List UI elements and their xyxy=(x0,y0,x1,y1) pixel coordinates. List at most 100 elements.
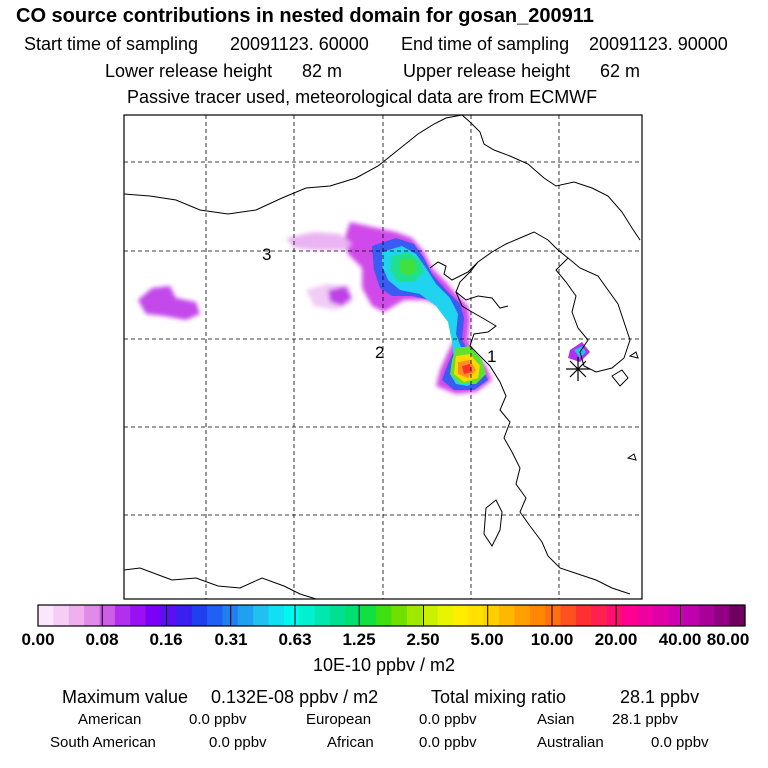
color-scale-cell xyxy=(191,605,208,626)
map-frame xyxy=(123,114,643,600)
color-scale-cell xyxy=(176,605,193,626)
color-scale-cell xyxy=(268,605,285,626)
scale-label: 0.31 xyxy=(214,630,248,649)
scale-units: 10E-10 ppbv / m2 xyxy=(312,655,456,675)
color-scale-cell xyxy=(360,605,377,626)
max-value: 0.132E-08 ppbv / m2 xyxy=(211,687,379,707)
color-scale-cell xyxy=(99,605,116,626)
color-scale-cell xyxy=(391,605,408,626)
region-name: African xyxy=(327,734,374,751)
color-scale-cell xyxy=(606,605,623,626)
region-name: American xyxy=(78,711,142,728)
grid-lines xyxy=(124,115,642,599)
point-label-3: 3 xyxy=(262,245,271,264)
color-scale-cell xyxy=(529,605,546,626)
color-scale-cell xyxy=(283,605,300,626)
color-scale-cell xyxy=(237,605,254,626)
point-label-1: 1 xyxy=(487,347,496,366)
max-value-label: Maximum value xyxy=(62,687,189,707)
color-scale-cell xyxy=(622,605,639,626)
color-scale-cell xyxy=(483,605,500,626)
color-scale-cell xyxy=(452,605,469,626)
lower-height-label: Lower release height xyxy=(105,61,273,81)
island-2 xyxy=(626,453,637,461)
region-name: Asian xyxy=(537,711,575,728)
color-scale-cell xyxy=(53,605,70,626)
color-scale-cell xyxy=(729,605,746,626)
end-time-label: End time of sampling xyxy=(401,34,570,54)
scale-label: 0.00 xyxy=(21,630,55,649)
coast-taiwan xyxy=(483,499,503,547)
plume-patch-central xyxy=(328,286,352,306)
color-scale-cell xyxy=(160,605,177,626)
plume-red xyxy=(462,364,472,374)
color-scale-cell xyxy=(545,605,562,626)
coast-liaodong xyxy=(455,261,509,309)
color-scale-cell xyxy=(591,605,608,626)
region-name: Australian xyxy=(537,734,604,751)
border-northeast xyxy=(461,115,641,241)
region-value: 28.1 ppbv xyxy=(612,711,678,728)
color-scale-cell xyxy=(437,605,454,626)
color-scale-cell xyxy=(575,605,592,626)
color-scale-cell xyxy=(114,605,131,626)
scale-label: 5.00 xyxy=(470,630,504,649)
color-scale-cell xyxy=(84,605,101,626)
color-scale-cell xyxy=(145,605,162,626)
scale-label: 1.25 xyxy=(342,630,376,649)
color-scale-cell xyxy=(253,605,270,626)
color-scale-cell xyxy=(637,605,654,626)
lower-height-value: 82 m xyxy=(302,61,343,81)
color-scale-cell xyxy=(130,605,147,626)
total-mixing-value: 28.1 ppbv xyxy=(620,687,700,707)
region-value: 0.0 ppbv xyxy=(419,711,477,728)
tracer-note: Passive tracer used, meteorological data… xyxy=(127,87,598,107)
plume-patch-far-west xyxy=(138,286,200,320)
color-scale-cell xyxy=(330,605,346,626)
color-scale-cell xyxy=(207,605,224,626)
chart-title: CO source contributions in nested domain… xyxy=(16,5,594,27)
end-time-value: 20091123. 90000 xyxy=(589,34,728,54)
region-name: South American xyxy=(50,734,156,751)
receptor-asterisk-icon xyxy=(566,357,590,381)
scale-label: 2.50 xyxy=(406,630,440,649)
color-scale-cell xyxy=(38,605,54,626)
island-1 xyxy=(628,351,639,359)
plume-outer-west xyxy=(286,232,352,250)
coast-japan xyxy=(611,369,629,387)
start-time-label: Start time of sampling xyxy=(24,34,199,54)
color-scale-cell xyxy=(499,605,516,626)
color-scale-cell xyxy=(345,605,362,626)
region-value: 0.0 ppbv xyxy=(651,734,709,751)
color-scale-cell xyxy=(683,605,700,626)
region-value: 0.0 ppbv xyxy=(419,734,477,751)
coast-bohai xyxy=(429,231,569,281)
color-scale-cell xyxy=(314,605,331,626)
color-scale-frame xyxy=(37,604,746,627)
region-value: 0.0 ppbv xyxy=(209,734,267,751)
plume-layer xyxy=(138,222,590,394)
region-name: European xyxy=(306,711,372,728)
scale-label: 40.00 xyxy=(658,630,702,649)
plume-green-core xyxy=(400,258,418,276)
scale-label: 0.08 xyxy=(85,630,119,649)
color-scale-cell xyxy=(652,605,669,626)
border-north xyxy=(124,115,463,215)
border-south xyxy=(124,567,317,599)
scale-label: 0.16 xyxy=(149,630,183,649)
scale-label: 80.00 xyxy=(706,630,750,649)
start-time-value: 20091123. 60000 xyxy=(230,34,369,54)
upper-height-label: Upper release height xyxy=(403,61,571,81)
color-scale-cell xyxy=(422,605,439,626)
color-scale-cell xyxy=(714,605,731,626)
coastlines xyxy=(124,115,641,599)
color-scale-cell xyxy=(406,605,423,626)
region-value: 0.0 ppbv xyxy=(189,711,247,728)
color-scale-cell xyxy=(299,605,316,626)
color-scale-cell xyxy=(468,605,485,626)
color-scale-cell xyxy=(514,605,531,626)
upper-height-value: 62 m xyxy=(600,61,641,81)
scale-label: 0.63 xyxy=(278,630,312,649)
